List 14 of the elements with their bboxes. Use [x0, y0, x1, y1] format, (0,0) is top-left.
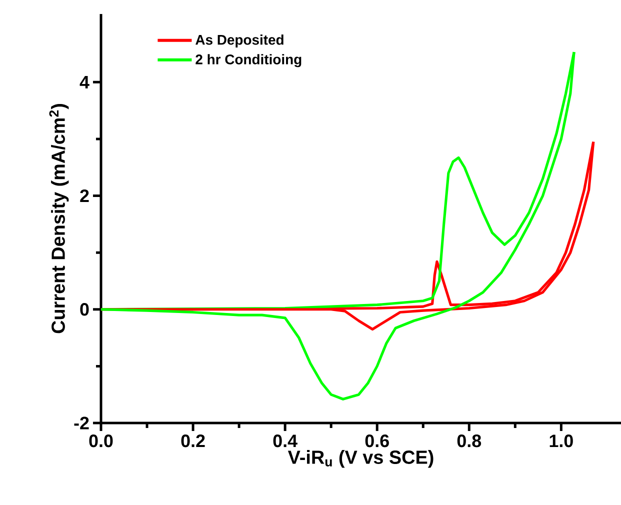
- y-tick-label: -2: [74, 416, 89, 430]
- x-tick-label: 0.0: [89, 434, 113, 448]
- x-axis-title: V-iR$_{u}$ (V vs SCE): [288, 450, 434, 468]
- x-tick-label: 0.4: [273, 434, 298, 448]
- legend-label: 2 hr Conditioing: [196, 54, 302, 68]
- y-tick-label: 4: [80, 76, 90, 88]
- x-tick-label: 0.8: [457, 434, 482, 448]
- x-tick-label: 0.6: [365, 434, 389, 448]
- y-axis-title: Current Density (mA/cm$^{2}$): [49, 104, 69, 334]
- y-tick-label: 2: [80, 190, 89, 202]
- x-tick-label: 1.0: [550, 434, 573, 448]
- y-tick-label: 0: [80, 303, 89, 316]
- legend-label: As Deposited: [196, 34, 284, 48]
- x-tick-label: 0.2: [181, 434, 205, 448]
